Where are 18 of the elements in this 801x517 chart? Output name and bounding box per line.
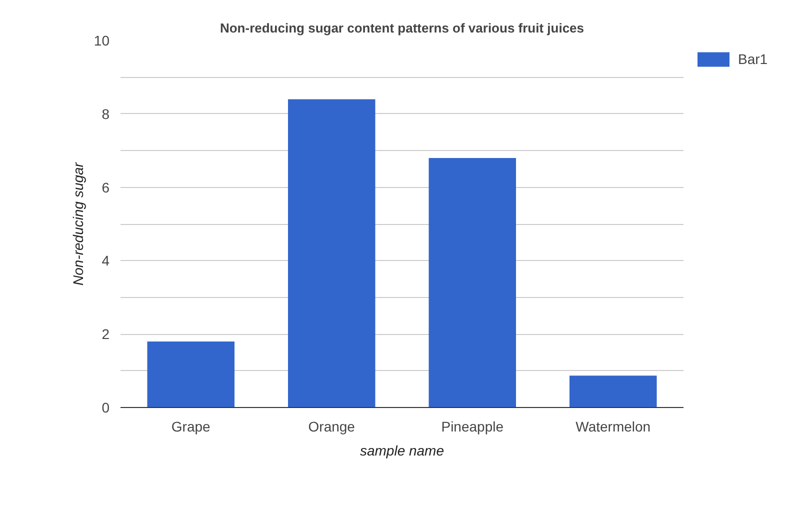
- x-tick-label: Orange: [308, 418, 356, 434]
- y-tick-label: 0: [102, 400, 110, 416]
- x-axis-title: sample name: [360, 442, 444, 458]
- y-tick-label: 10: [94, 32, 110, 48]
- y-tick-label: 4: [102, 252, 110, 269]
- y-tick-label: 2: [102, 326, 110, 342]
- y-tick-label: 8: [102, 106, 110, 122]
- bar: [288, 99, 376, 408]
- x-tick-label: Pineapple: [441, 418, 504, 434]
- x-tick-label: Grape: [171, 418, 211, 434]
- y-axis-title: Non-reducing sugar: [70, 161, 86, 286]
- chart-title: Non-reducing sugar content patterns of various fruit juices: [220, 20, 584, 36]
- x-tick-label: Watermelon: [576, 418, 651, 434]
- bar: [428, 158, 516, 408]
- bar: [569, 376, 657, 408]
- legend-label: Bar1: [738, 51, 768, 67]
- bar: [147, 341, 235, 408]
- y-tick-label: 6: [102, 179, 110, 196]
